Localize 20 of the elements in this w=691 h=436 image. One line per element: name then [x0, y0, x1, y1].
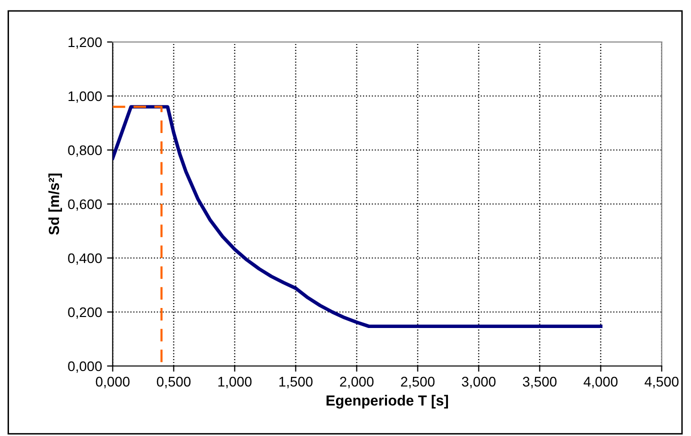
x-tick-label: 4,000 — [584, 376, 618, 388]
y-axis-title: Sd [m/s²] — [48, 174, 62, 235]
y-tick-label: 1,000 — [68, 91, 102, 103]
y-tick-label: 0,000 — [68, 361, 102, 373]
x-tick-label: 3,000 — [462, 376, 496, 388]
y-tick-label: 1,200 — [68, 37, 102, 49]
y-tick-label: 0,800 — [68, 145, 102, 157]
x-tick-label: 4,500 — [644, 376, 679, 388]
y-tick-label: 0,400 — [68, 253, 102, 265]
x-tick-label: 1,500 — [279, 376, 313, 388]
x-tick-label: 2,000 — [340, 376, 374, 388]
x-tick-label: 1,000 — [218, 376, 252, 388]
x-tick-label: 0,500 — [156, 376, 191, 388]
line-series — [112, 105, 602, 328]
y-tick-label: 0,600 — [68, 199, 102, 211]
y-tick-label: 0,200 — [68, 307, 102, 319]
x-axis-title: Egenperiode T [s] — [326, 394, 448, 409]
x-tick-label: 2,500 — [401, 376, 435, 388]
x-tick-label: 3,500 — [522, 376, 557, 388]
x-tick-label: 0,000 — [96, 376, 130, 388]
